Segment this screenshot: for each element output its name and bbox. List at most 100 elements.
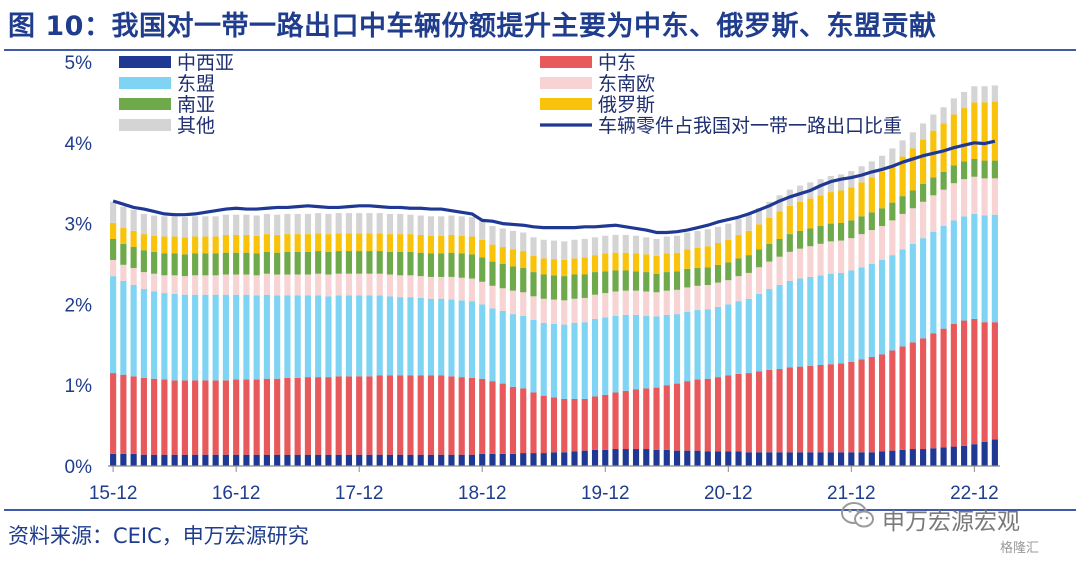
bar-segment: [499, 288, 506, 311]
bar-segment: [920, 201, 927, 239]
bar-segment: [263, 234, 270, 252]
bar-segment: [961, 216, 968, 321]
bar-segment: [858, 182, 865, 217]
bar-segment: [427, 454, 435, 466]
bar-segment: [591, 449, 599, 466]
bar-segment: [694, 450, 701, 466]
bar-segment: [694, 310, 701, 380]
bar-segment: [745, 255, 752, 273]
bar-segment: [438, 276, 445, 299]
bar-segment: [571, 239, 578, 259]
bar-segment: [284, 213, 291, 235]
bar-segment: [755, 249, 763, 268]
bar-segment: [991, 322, 998, 440]
bar-segment: [961, 179, 968, 217]
bar-segment: [868, 177, 875, 213]
bar-segment: [766, 261, 773, 290]
bar-segment: [848, 220, 855, 239]
bar-segment: [376, 213, 383, 234]
bar-segment: [294, 213, 301, 235]
bar-segment: [807, 276, 814, 366]
bar-segment: [827, 364, 834, 453]
bar-segment: [212, 216, 219, 237]
bar-segment: [714, 377, 722, 452]
bar-segment: [796, 201, 804, 231]
bar-segment: [520, 251, 527, 269]
bar-segment: [161, 293, 168, 380]
bar-segment: [130, 230, 137, 248]
bar-segment: [151, 378, 158, 455]
bar-segment: [848, 171, 855, 188]
bar-segment: [550, 275, 558, 300]
bar-segment: [684, 311, 691, 382]
bar-segment: [714, 226, 722, 243]
bar-segment: [161, 275, 168, 294]
bar-segment: [407, 275, 414, 298]
bar-segment: [335, 295, 342, 377]
bar-segment: [694, 379, 701, 451]
bar-segment: [796, 278, 804, 367]
bar-segment: [263, 378, 270, 455]
bar-segment: [345, 251, 353, 274]
bar-segment: [253, 275, 260, 296]
bar-segment: [889, 255, 896, 351]
bar-segment: [612, 270, 619, 292]
bar-segment: [581, 238, 588, 258]
bar-segment: [971, 86, 978, 103]
bar-segment: [315, 251, 322, 274]
x-tick-label: 17-12: [335, 483, 384, 504]
bar-segment: [868, 452, 875, 466]
bar-segment: [356, 273, 363, 296]
bar-segment: [468, 236, 476, 255]
bar-segment: [561, 276, 568, 301]
bar-segment: [417, 215, 424, 235]
bar-segment: [499, 228, 506, 248]
bar-segment: [366, 213, 373, 234]
bar-segment: [427, 298, 435, 376]
bar-segment: [920, 449, 927, 466]
bar-segment: [274, 454, 281, 466]
bar-segment: [550, 299, 558, 324]
bar-segment: [673, 289, 681, 315]
bar-segment: [930, 195, 937, 232]
bar-segment: [427, 253, 435, 277]
bar-segment: [807, 246, 814, 277]
title-divider: [4, 49, 1076, 51]
bar-segment: [653, 292, 660, 317]
bar-segment: [243, 252, 250, 275]
bar-segment: [438, 235, 445, 254]
bar-segment: [520, 268, 527, 293]
bar-segment: [796, 452, 804, 466]
bar-segment: [417, 252, 424, 277]
bar-segment: [345, 454, 353, 466]
bar-segment: [120, 280, 127, 375]
footer-divider: [4, 509, 1076, 511]
bar-segment: [602, 293, 609, 318]
bar-segment: [253, 295, 260, 380]
bar-segment: [961, 320, 968, 446]
bar-segment: [386, 213, 394, 235]
bar-segment: [868, 161, 875, 178]
bar-segment: [243, 274, 250, 295]
x-tick-label: 19-12: [581, 483, 630, 504]
bar-segment: [950, 114, 957, 166]
bar-segment: [479, 378, 486, 454]
bar-segment: [981, 86, 988, 103]
bar-segment: [202, 380, 209, 455]
bar-segment: [274, 252, 281, 275]
ratio-line-path: [112, 139, 996, 235]
bar-segment: [222, 214, 229, 235]
bar-segment: [981, 215, 988, 323]
bar-segment: [458, 277, 465, 301]
bar-segment: [817, 243, 824, 276]
bar-segment: [879, 155, 886, 172]
bar-segment: [868, 212, 875, 231]
bar-segment: [356, 376, 363, 455]
bar-segment: [602, 253, 609, 272]
bar-segment: [930, 177, 937, 196]
bar-segment: [110, 238, 117, 260]
bar-segment: [366, 295, 373, 377]
bar-segment: [233, 234, 240, 253]
bar-segment: [745, 272, 752, 299]
bar-segment: [612, 252, 619, 271]
